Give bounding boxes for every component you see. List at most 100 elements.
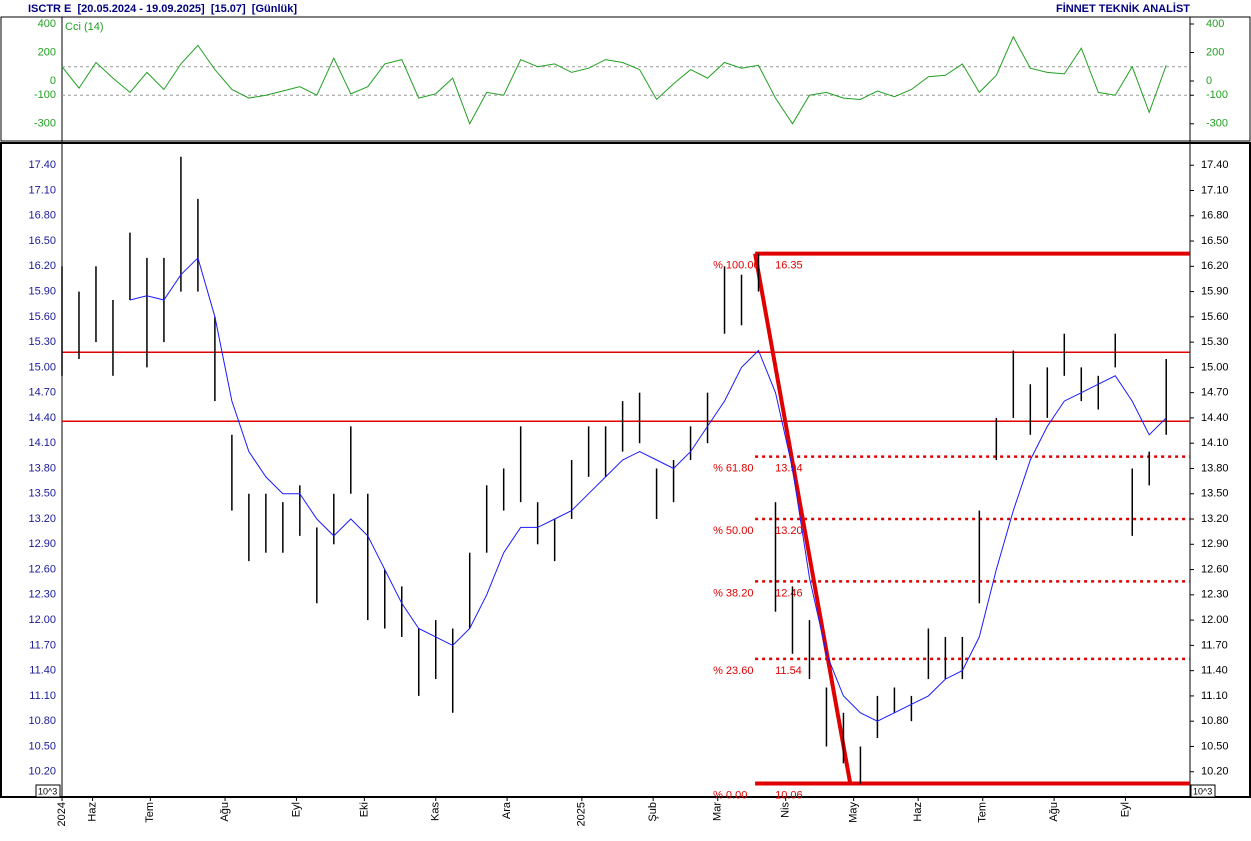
fib-percent-label: % 38.20 [713,587,753,599]
y-tick-label-right: 12.90 [1201,538,1229,550]
x-tick-label: Ağu [219,802,231,822]
y-tick-label-right: 16.20 [1201,260,1229,272]
y-tick-label-right: 16.50 [1201,235,1229,247]
y-tick-label: 13.50 [28,488,56,500]
x-tick-label: May [848,802,860,823]
fib-price-label: 12.46 [775,587,803,599]
y-tick-label-right: 13.80 [1201,462,1229,474]
x-tick-label: Haz [86,802,98,822]
moving-average [129,256,1167,722]
y-tick-label: 13.20 [28,513,56,525]
cci-frame [0,16,1251,142]
y-tick-label: 17.10 [28,184,56,196]
fib-price-label: 16.35 [775,260,803,272]
scale-label: 10^3 [38,786,57,796]
y-tick-label-right: 14.10 [1201,437,1229,449]
y-tick-label: 17.40 [28,159,56,171]
y-tick-label: 11.10 [29,690,56,702]
y-tick-label: 12.30 [28,589,56,601]
y-tick-label: 16.20 [28,260,56,272]
y-tick-label: 13.80 [28,462,56,474]
y-tick-label-right: 15.30 [1201,336,1229,348]
y-tick-label-right: 10.50 [1201,740,1229,752]
y-tick-label: 15.00 [28,361,56,373]
x-tick-label: 2025 [576,802,588,826]
y-tick-label-right: 17.40 [1201,159,1229,171]
fib-price-label: 13.20 [775,525,803,537]
y-tick-label: 16.50 [28,235,56,247]
fib-percent-label: % 23.60 [713,665,753,677]
y-tick-label-right: 10.80 [1201,715,1229,727]
fib-percent-label: % 50.00 [713,525,753,537]
x-tick-label: 2024 [56,802,68,826]
x-tick-label: Eyl [1119,802,1131,817]
y-tick-label-right: 12.00 [1201,614,1229,626]
y-tick-label-right: 11.70 [1201,639,1228,651]
y-tick-label-right: 11.10 [1201,690,1228,702]
y-tick-label: 15.90 [28,285,56,297]
y-tick-label: 11.70 [29,639,56,651]
y-tick-label: 15.60 [28,311,56,323]
x-tick-label: Tem [977,802,989,823]
fib-price-label: 11.54 [775,665,802,677]
y-tick-label: 14.10 [28,437,56,449]
x-tick-label: Tem [144,802,156,823]
fib-trend-line [753,253,853,784]
x-tick-label: Nis [780,802,792,818]
y-tick-label: -100 [34,89,56,101]
scale-box [1190,784,1216,798]
y-tick-label: 11.40 [29,665,56,677]
x-tick-label: Eki [358,802,370,817]
y-tick-label: 400 [38,18,56,30]
y-tick-label: -300 [34,118,56,130]
x-tick-label: Ara [501,801,513,819]
y-tick-label-right: 15.00 [1201,361,1229,373]
x-tick-label: Ağu [1048,802,1060,822]
y-tick-label: 12.90 [28,538,56,550]
scale-box [35,784,61,798]
y-tick-label-right: 10.20 [1201,766,1229,778]
cci-title: Cci (14) [65,21,104,33]
y-tick-label-right: 17.10 [1201,184,1229,196]
y-tick-label-right: 0 [1206,75,1212,87]
y-tick-label-right: 14.40 [1201,412,1229,424]
y-tick-label-right: 400 [1206,18,1224,30]
y-tick-label-right: 15.90 [1201,285,1229,297]
header-left: ISCTR E [20.05.2024 - 19.09.2025] [15.07… [28,3,297,15]
y-tick-label: 15.30 [28,336,56,348]
x-tick-label: Haz [912,802,924,822]
header-right: FİNNET TEKNİK ANALİST [1056,2,1190,15]
y-tick-label-right: 13.50 [1201,488,1229,500]
scale-label: 10^3 [1193,786,1212,796]
y-tick-label: 200 [38,46,56,58]
y-tick-label: 14.40 [28,412,56,424]
y-tick-label-right: 12.60 [1201,563,1229,575]
y-tick-label-right: 11.40 [1201,665,1228,677]
x-tick-label: Eyl [290,802,302,817]
y-tick-label: 12.00 [28,614,56,626]
y-tick-label: 14.70 [28,387,56,399]
y-tick-label: 10.50 [28,740,56,752]
price-frame [0,142,1251,798]
y-tick-label-right: 16.80 [1201,210,1229,222]
y-tick-label-right: -100 [1206,89,1228,101]
fib-price-label: 10.06 [775,789,803,801]
fib-percent-label: % 100.00 [713,260,759,272]
y-tick-label-right: 12.30 [1201,589,1229,601]
y-tick-label: 16.80 [28,210,56,222]
y-tick-label: 12.60 [28,563,56,575]
x-tick-label: Şub [647,802,659,822]
x-tick-label: Mar [712,802,724,821]
fib-price-label: 13.94 [775,463,803,475]
y-tick-label-right: 15.60 [1201,311,1229,323]
fib-percent-label: % 0.00 [713,789,747,801]
y-tick-label: 0 [50,75,56,87]
cci-line [61,35,1167,126]
y-tick-label: 10.20 [28,766,56,778]
y-tick-label-right: 13.20 [1201,513,1229,525]
x-tick-label: Kas [430,802,442,821]
y-tick-label-right: 200 [1206,46,1224,58]
fib-percent-label: % 61.80 [713,463,753,475]
